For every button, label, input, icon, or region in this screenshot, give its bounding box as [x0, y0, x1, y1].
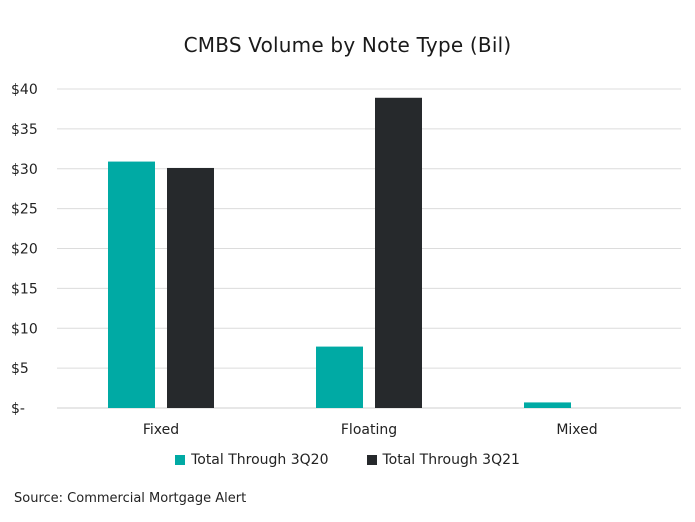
x-tick-label: Floating: [341, 422, 397, 438]
y-tick-label: $15: [11, 281, 38, 297]
bar-fixed-series-1: [108, 161, 155, 408]
x-tick-label: Fixed: [143, 422, 179, 438]
y-tick-label: $-: [11, 401, 25, 417]
y-tick-label: $20: [11, 242, 38, 258]
chart-title: CMBS Volume by Note Type (Bil): [183, 33, 512, 57]
legend-label: Total Through 3Q21: [382, 452, 520, 468]
x-tick-label: Mixed: [556, 422, 597, 438]
y-tick-label: $35: [11, 122, 38, 138]
bar-fixed-series-2: [167, 167, 214, 408]
legend: Total Through 3Q20 Total Through 3Q21: [0, 452, 695, 468]
y-tick-label: $30: [11, 162, 38, 178]
y-tick-label: $40: [11, 82, 38, 98]
bar-floating-series-2: [375, 97, 422, 409]
y-tick-label: $5: [11, 361, 29, 377]
bar-mixed-series-1: [524, 402, 571, 408]
y-tick-label: $10: [11, 321, 38, 337]
legend-item: Total Through 3Q20: [175, 452, 329, 468]
legend-swatch: [366, 455, 377, 465]
bar-floating-series-1: [316, 346, 363, 408]
legend-item: Total Through 3Q21: [366, 452, 520, 468]
legend-label: Total Through 3Q20: [191, 452, 329, 468]
y-tick-label: $25: [11, 202, 38, 218]
legend-swatch: [175, 455, 186, 465]
source-note: Source: Commercial Mortgage Alert: [14, 491, 247, 506]
